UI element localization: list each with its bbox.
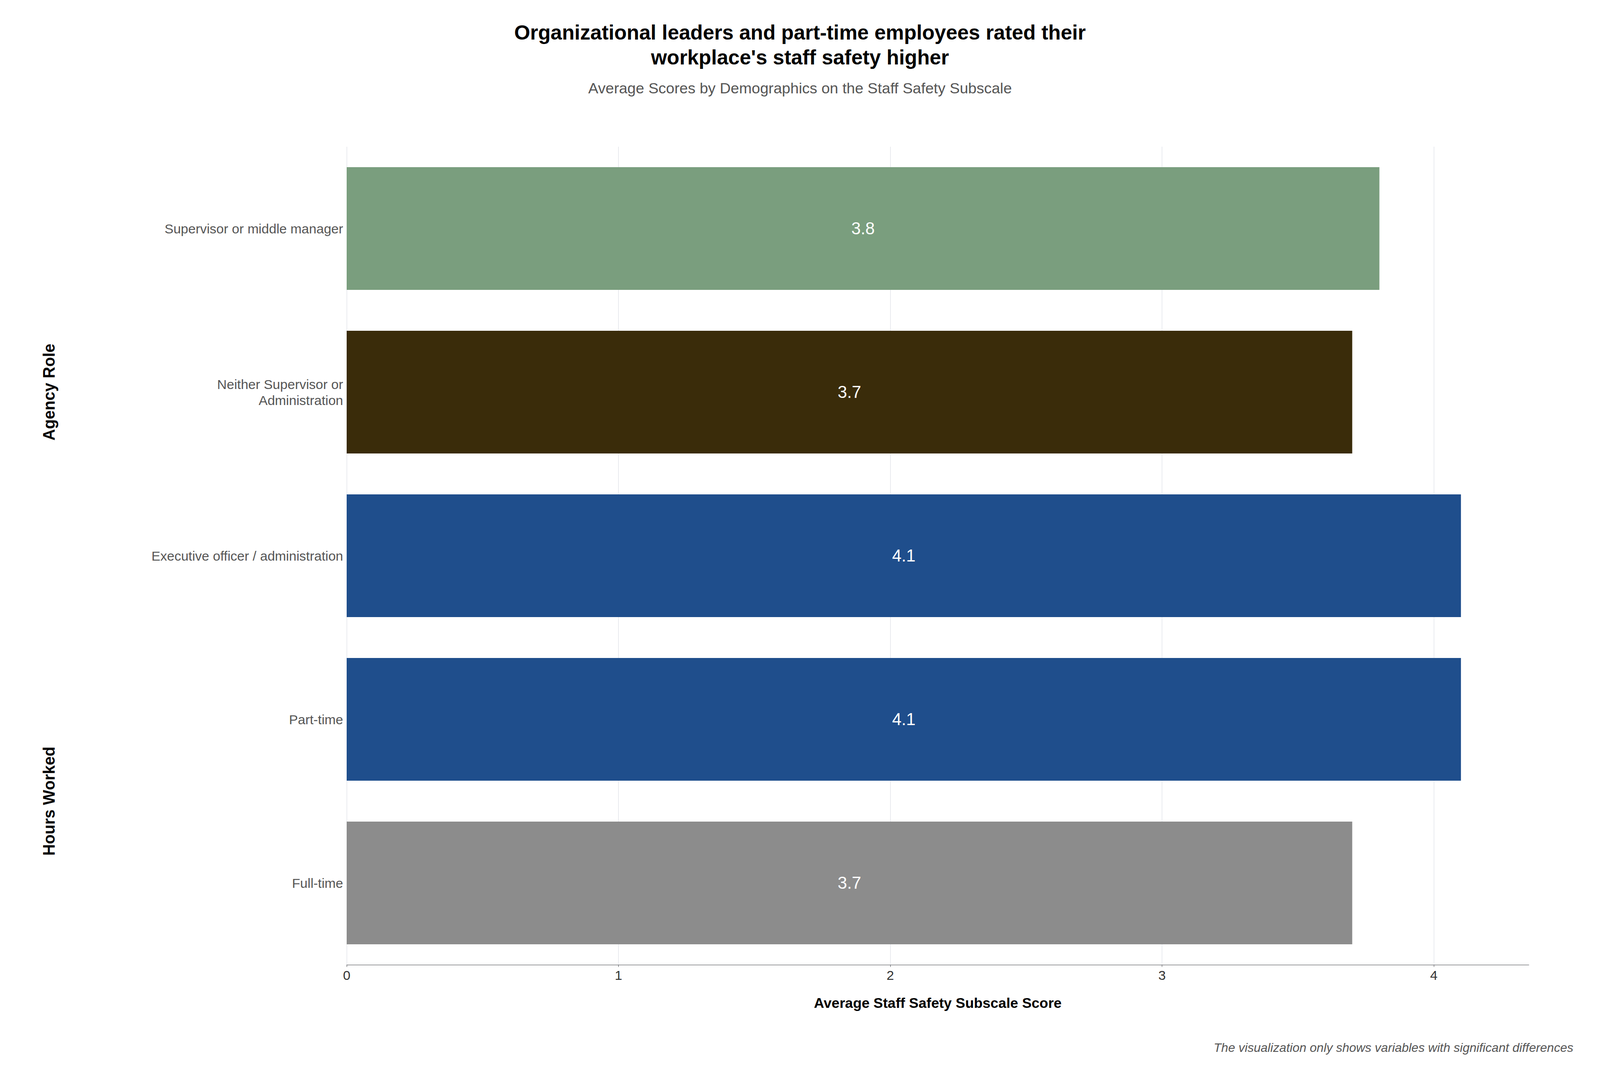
svg-text:Organizational leaders and par: Organizational leaders and part-time emp… <box>514 20 1086 44</box>
svg-text:Average Staff Safety Subscale: Average Staff Safety Subscale Score <box>813 994 1062 1011</box>
svg-text:workplace's staff safety highe: workplace's staff safety higher <box>650 45 950 69</box>
svg-text:Full-time: Full-time <box>292 875 344 891</box>
svg-text:Neither Supervisor or: Neither Supervisor or <box>217 376 344 392</box>
svg-text:3: 3 <box>1158 967 1166 983</box>
svg-text:Average Scores by Demographics: Average Scores by Demographics on the St… <box>588 79 1012 97</box>
svg-text:The visualization only shows v: The visualization only shows variables w… <box>1213 1040 1574 1055</box>
svg-text:Supervisor or middle manager: Supervisor or middle manager <box>164 221 344 236</box>
svg-text:4.1: 4.1 <box>892 709 916 729</box>
svg-text:1: 1 <box>614 967 623 983</box>
svg-text:4: 4 <box>1430 967 1438 983</box>
svg-text:Administration: Administration <box>258 392 344 408</box>
svg-text:Agency Role: Agency Role <box>40 343 59 441</box>
svg-text:3.8: 3.8 <box>851 219 875 238</box>
svg-text:2: 2 <box>886 967 895 983</box>
svg-text:Hours Worked: Hours Worked <box>40 746 59 856</box>
svg-text:Part-time: Part-time <box>288 712 344 727</box>
svg-text:3.7: 3.7 <box>837 873 862 892</box>
svg-text:4.1: 4.1 <box>892 546 916 565</box>
svg-text:0: 0 <box>343 967 351 983</box>
svg-text:3.7: 3.7 <box>837 382 862 402</box>
svg-text:Executive officer / administra: Executive officer / administration <box>151 548 344 564</box>
